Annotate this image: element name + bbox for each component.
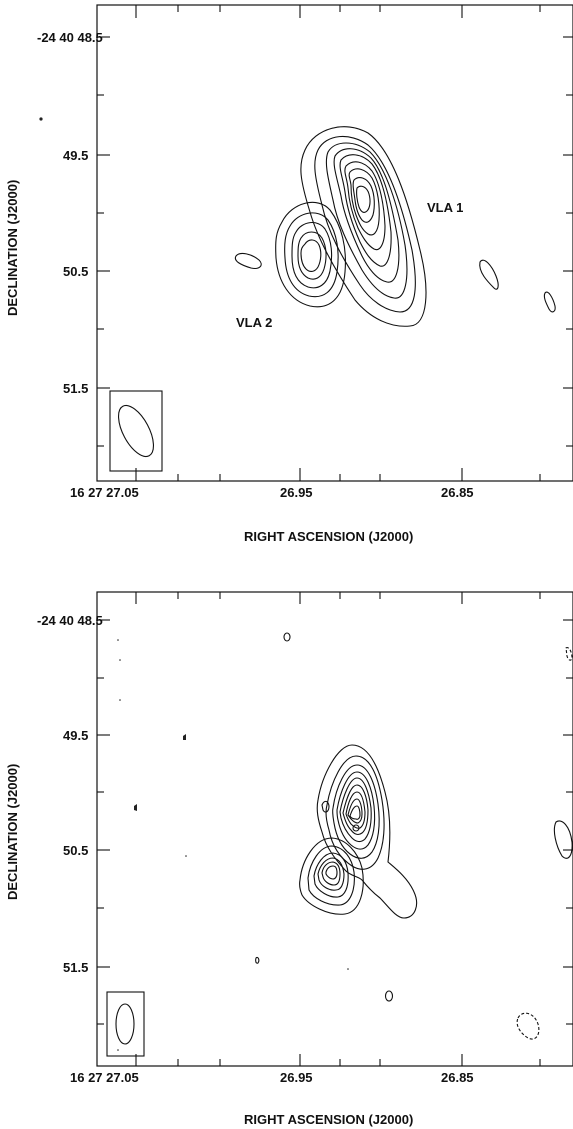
noise-speck — [39, 117, 43, 121]
y-tick-label: 50.5 — [63, 843, 88, 858]
y-axis-title: DECLINATION (J2000) — [5, 764, 20, 900]
x-tick-label: 26.85 — [441, 1070, 474, 1085]
x-tick-label: 16 27 27.05 — [70, 485, 139, 500]
contours-south-source — [299, 837, 364, 915]
contour-blob — [384, 990, 394, 1002]
y-tick-label: 51.5 — [63, 960, 88, 975]
contour-blob — [234, 252, 262, 269]
contour-blob — [283, 632, 291, 642]
negative-contour — [516, 1012, 540, 1040]
noise-speck — [185, 855, 187, 857]
y-ticks-bottom-panel — [97, 619, 573, 1025]
contours-north-source — [316, 744, 418, 919]
contour-blob — [543, 291, 556, 313]
contours-vla1 — [300, 126, 427, 327]
y-tick-label: 51.5 — [63, 381, 88, 396]
noise-speck — [117, 1049, 119, 1051]
source-label-vla1: VLA 1 — [427, 200, 463, 215]
contour-blob — [479, 259, 499, 290]
contour-blob — [255, 956, 260, 964]
x-ticks-bottom-panel — [135, 592, 541, 1066]
noise-speck — [119, 699, 121, 701]
y-axis-title: DECLINATION (J2000) — [5, 180, 20, 316]
y-tick-label: 50.5 — [63, 264, 88, 279]
x-tick-label: 26.95 — [280, 485, 313, 500]
y-tick-label: 49.5 — [63, 728, 88, 743]
beam-top — [109, 390, 163, 472]
noise-speck — [119, 659, 121, 661]
x-tick-label: 26.95 — [280, 1070, 313, 1085]
source-label-vla2: VLA 2 — [236, 315, 272, 330]
noise-speck — [347, 968, 349, 970]
contour-blob — [321, 800, 330, 813]
x-axis-title: RIGHT ASCENSION (J2000) — [244, 1112, 413, 1127]
x-tick-label: 16 27 27.05 — [70, 1070, 139, 1085]
plot-frame-top — [96, 4, 573, 482]
y-tick-label: 49.5 — [63, 148, 88, 163]
y-ticks-top-panel — [97, 36, 573, 447]
panel-top: -24 40 48.5 49.5 50.5 51.5 16 27 27.05 2… — [5, 4, 573, 544]
panel-bottom: -24 40 48.5 49.5 50.5 51.5 16 27 27.05 2… — [5, 591, 573, 1127]
x-axis-title: RIGHT ASCENSION (J2000) — [244, 529, 413, 544]
noise-speck — [134, 804, 137, 811]
y-tick-label: -24 40 48.5 — [37, 613, 103, 628]
beam-bottom — [106, 991, 145, 1057]
noise-speck — [183, 734, 186, 740]
contours-vla2 — [275, 201, 346, 308]
noise-speck — [117, 639, 119, 641]
contour-blob — [553, 820, 573, 859]
x-ticks-top-panel — [135, 5, 541, 481]
x-tick-label: 26.85 — [441, 485, 474, 500]
plot-frame-bottom — [96, 591, 573, 1067]
negative-contour — [565, 647, 573, 661]
y-tick-label: -24 40 48.5 — [37, 30, 103, 45]
